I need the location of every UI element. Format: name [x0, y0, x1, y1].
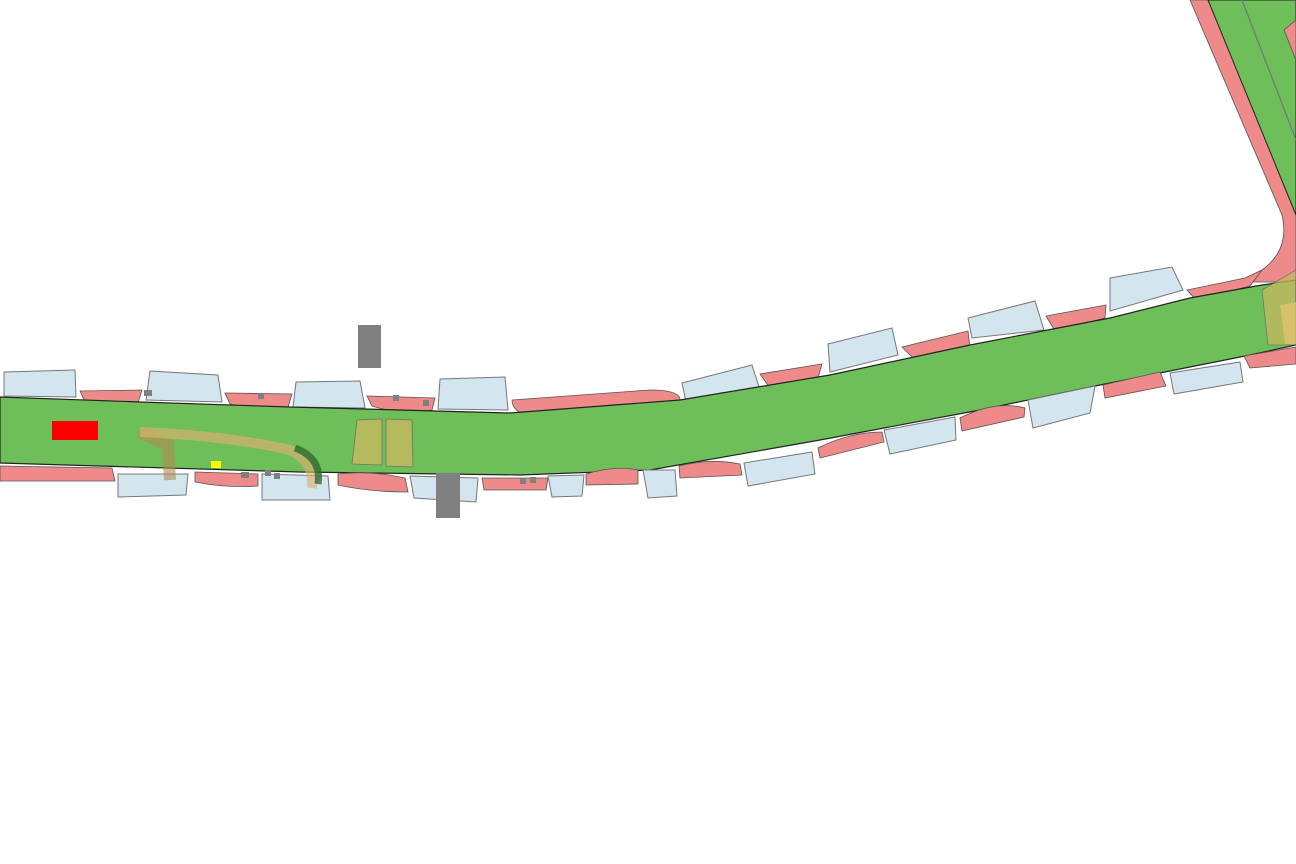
parking-spot	[117, 473, 189, 498]
parking-spot	[437, 376, 509, 411]
parking-spot	[1109, 266, 1184, 312]
pedestrian	[520, 478, 526, 484]
pedestrian	[274, 473, 280, 479]
pedestrian	[265, 470, 271, 476]
sidewalk	[481, 477, 549, 491]
traffic-light	[211, 461, 221, 468]
sidewalk	[337, 472, 409, 493]
vehicle	[358, 325, 381, 368]
parking-spot	[883, 416, 957, 455]
pedestrian	[393, 395, 399, 401]
parking-spot	[292, 380, 366, 409]
sidewalk	[585, 467, 639, 486]
parking-row-top	[3, 266, 1263, 417]
pedestrian	[144, 390, 152, 396]
sidewalk	[1045, 304, 1107, 332]
sidewalk	[1243, 346, 1296, 369]
lane-line	[1241, 0, 1296, 141]
parking-spot	[3, 369, 77, 398]
pedestrian	[530, 477, 536, 483]
parking-spot	[547, 474, 585, 498]
sidewalk	[959, 405, 1026, 432]
road	[0, 279, 1296, 476]
trajectory	[139, 427, 318, 489]
parking-spot	[1027, 385, 1096, 429]
crosswalk	[1280, 302, 1296, 344]
parking-spot	[642, 469, 678, 499]
sidewalk	[678, 461, 743, 479]
parking-spot	[967, 300, 1045, 339]
vehicle	[436, 473, 460, 518]
crosswalk	[385, 418, 414, 468]
ego-vehicle	[52, 421, 98, 440]
sidewalk	[1102, 371, 1167, 399]
road	[1207, 0, 1296, 216]
trajectory	[293, 444, 323, 485]
parking-spot	[827, 327, 899, 373]
pedestrian	[241, 472, 249, 478]
crosswalk	[351, 418, 383, 466]
pedestrian	[423, 400, 429, 406]
parking-spot	[145, 370, 223, 403]
parking-spot	[1169, 361, 1244, 395]
parking-spot	[743, 451, 816, 487]
sidewalk	[817, 431, 885, 459]
pedestrian	[258, 393, 264, 399]
sidewalk	[0, 465, 116, 482]
sidewalk	[1283, 19, 1296, 61]
